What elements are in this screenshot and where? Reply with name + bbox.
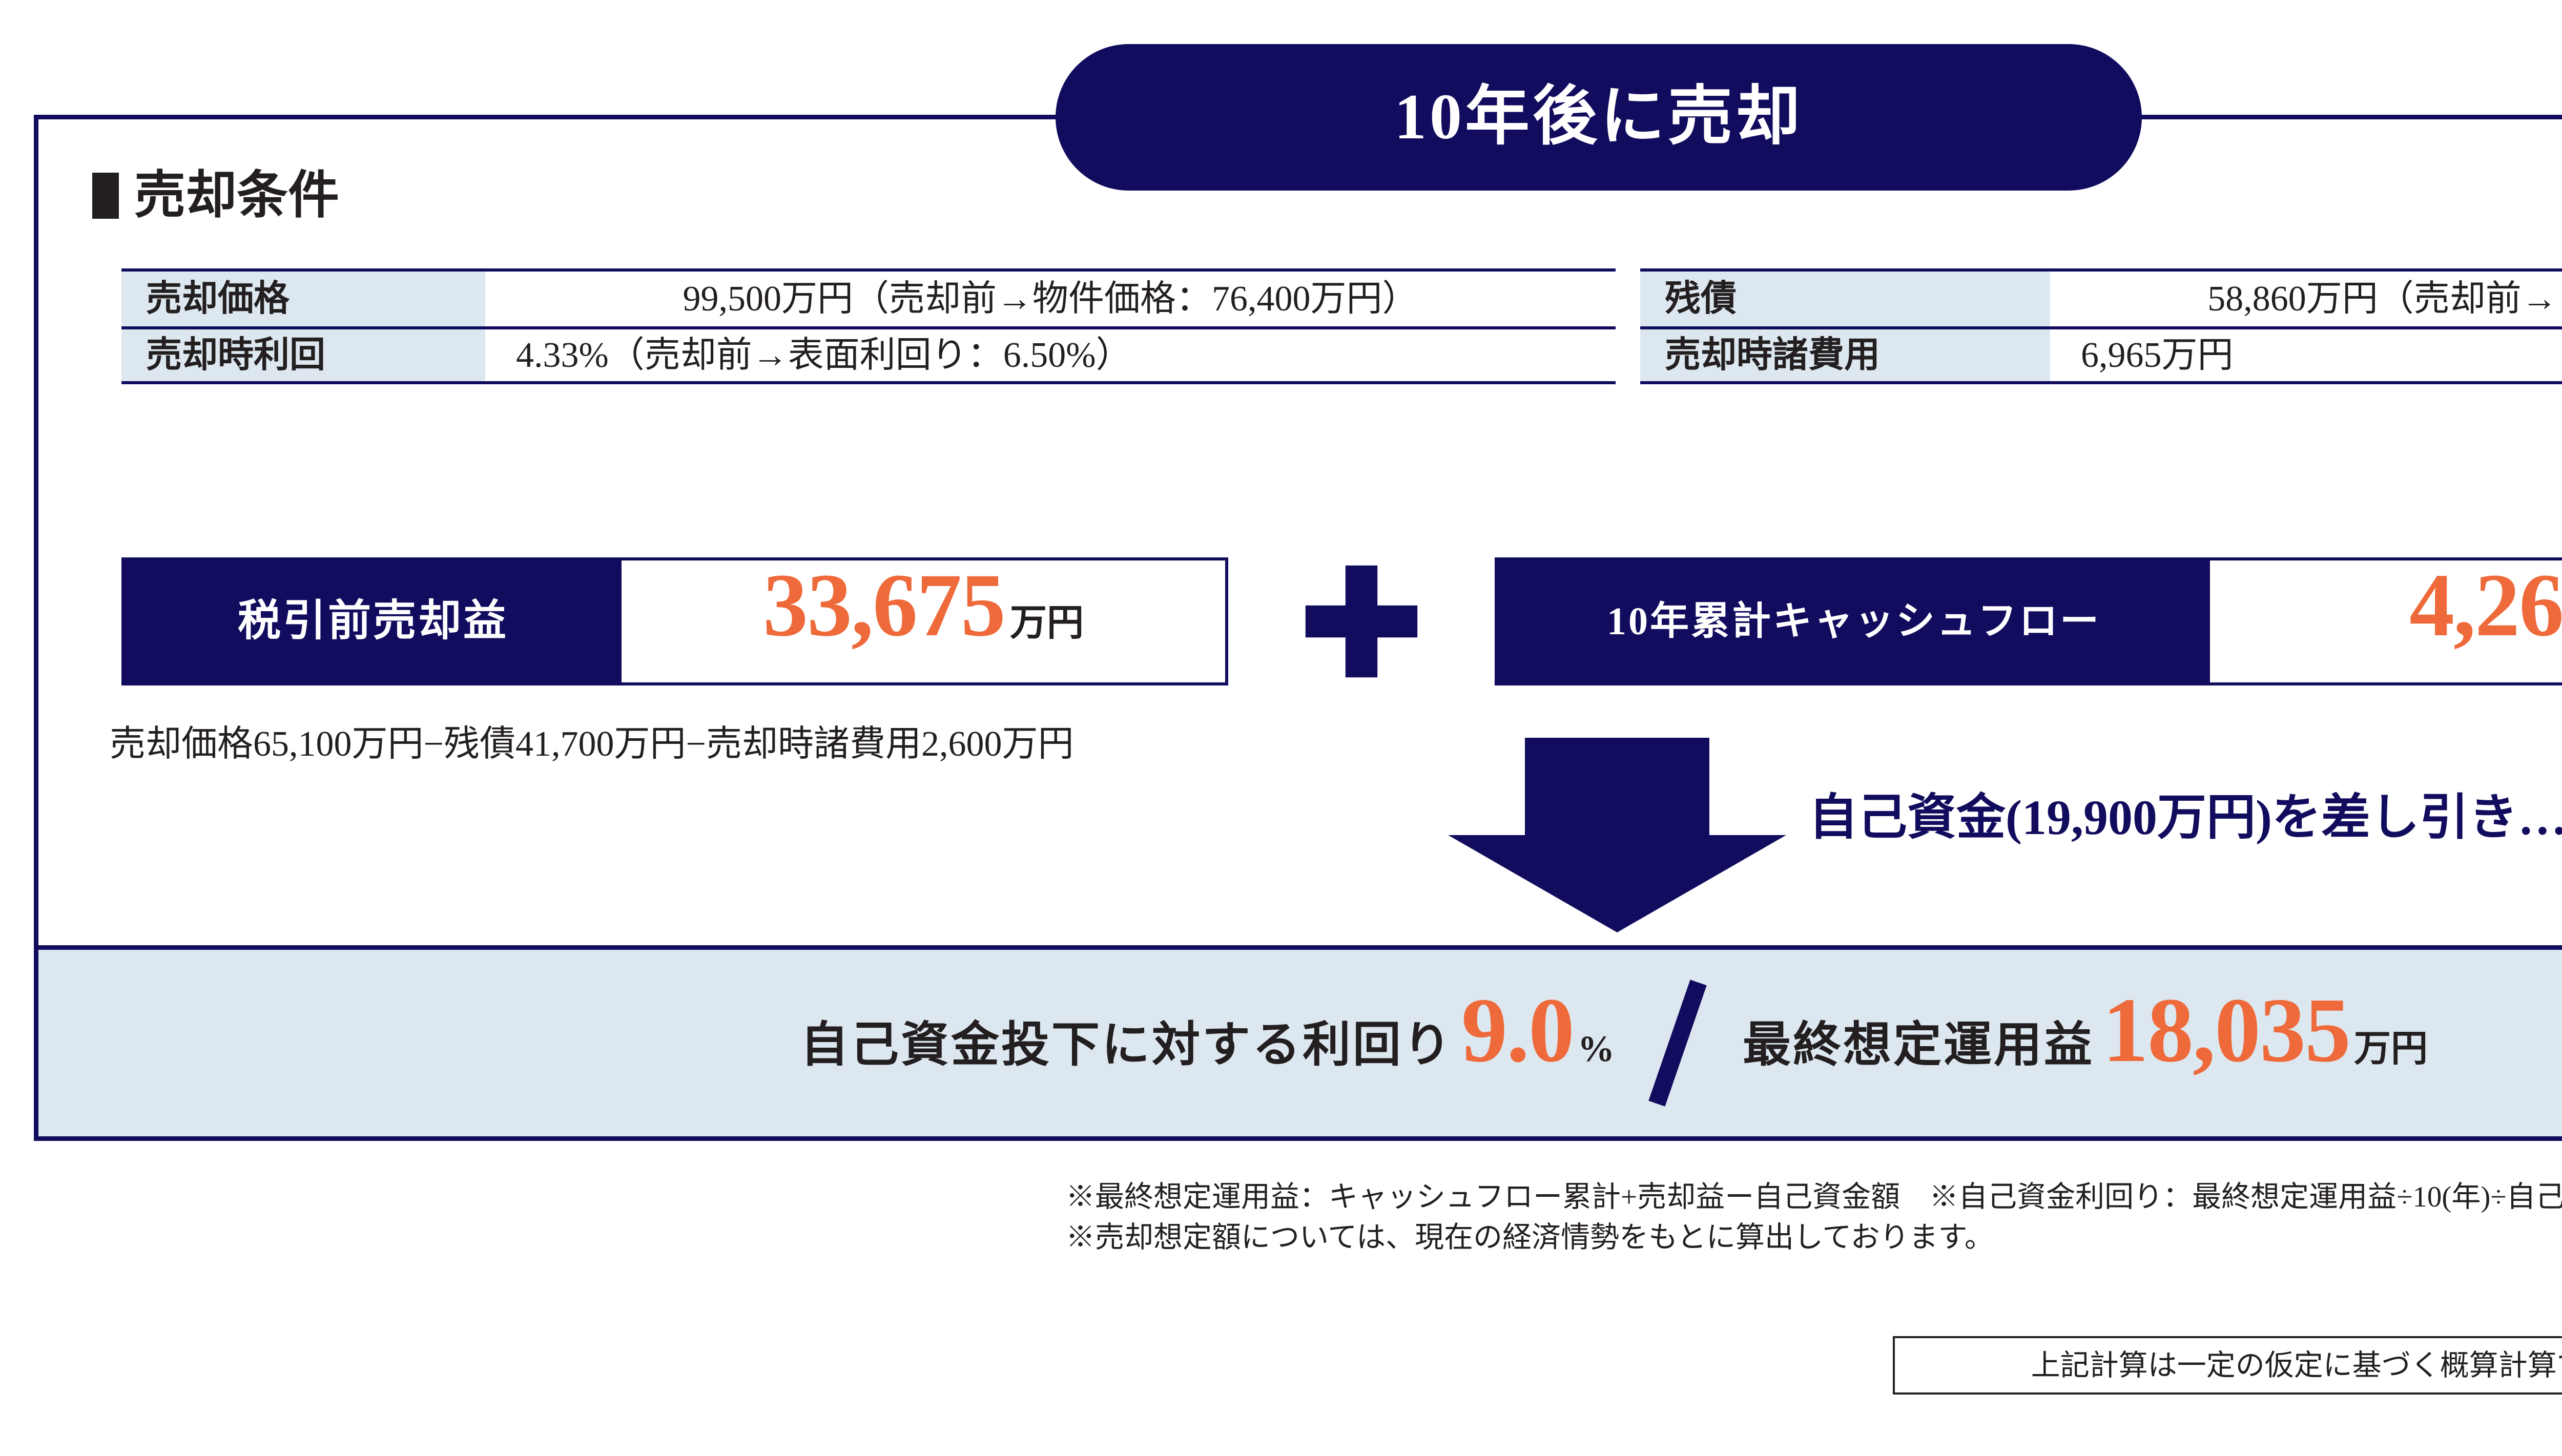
footnotes: ※最終想定運用益：キャッシュフロー累計+売却益ー自己資金額 ※自己資金利回り：最… <box>1066 1177 2562 1258</box>
pretax-sale-profit-label: 税引前売却益 <box>125 560 622 682</box>
section-heading: 売却条件 <box>92 170 339 221</box>
panel-title-pill: 10年後に売却 <box>1056 44 2142 191</box>
disclaimer-text: 上記計算は一定の仮定に基づく概算計算であり、実際の金額とは異なります。 <box>2031 1349 2562 1382</box>
filled-square-icon <box>92 173 119 219</box>
pretax-sale-profit-value: 33,675 万円 <box>622 560 1225 682</box>
ten-year-cashflow-label: 10年累計キャッシュフロー <box>1498 560 2210 682</box>
table-row: 売却時利回 4.33%（売却前→表面利回り：6.50%） <box>121 326 1616 384</box>
highlight-row: 税引前売却益 33,675 万円 10年累計キャッシュフロー 4,260 万円 <box>121 557 2562 685</box>
plus-icon <box>1228 555 1495 688</box>
equity-yield-number: 9.0 <box>1461 979 1575 1081</box>
condition-key: 売却時利回 <box>121 329 485 381</box>
conditions-tables: 売却価格 99,500万円（売却前→物件価格：76,400万円） 売却時利回 4… <box>121 268 2562 384</box>
table-row: 売却時諸費用 6,965万円 <box>1640 326 2562 384</box>
sale-conditions-panel <box>34 115 2562 951</box>
page-title: 10年後に売却 <box>1394 81 1803 153</box>
condition-key: 残債 <box>1640 272 2050 326</box>
equity-yield-unit: % <box>1577 1028 1615 1069</box>
footnote-line-2: ※売却想定額については、現在の経済情勢をもとに算出しております。 <box>1066 1221 1994 1254</box>
ten-year-cashflow-number: 4,260 <box>2409 555 2562 655</box>
pretax-sale-profit-number: 33,675 <box>762 555 1006 655</box>
final-result-bar: 自己資金投下に対する利回り 9.0 % 最終想定運用益 18,035 万円 <box>34 945 2562 1141</box>
final-profit-label: 最終想定運用益 <box>1742 1018 2094 1072</box>
down-arrow-icon <box>1448 738 1786 932</box>
conditions-left-column: 売却価格 99,500万円（売却前→物件価格：76,400万円） 売却時利回 4… <box>121 268 1616 384</box>
condition-key: 売却時諸費用 <box>1640 329 2050 381</box>
final-result-inner: 自己資金投下に対する利回り 9.0 % 最終想定運用益 18,035 万円 <box>800 984 2428 1102</box>
condition-value: 99,500万円（売却前→物件価格：76,400万円） <box>485 272 1616 326</box>
equity-yield-label: 自己資金投下に対する利回り <box>800 1018 1453 1072</box>
ten-year-cashflow-box: 10年累計キャッシュフロー 4,260 万円 <box>1495 557 2562 685</box>
final-profit-unit: 万円 <box>2354 1028 2428 1069</box>
disclaimer-box: 上記計算は一定の仮定に基づく概算計算であり、実際の金額とは異なります。 <box>1893 1336 2562 1395</box>
footnote-line-1: ※最終想定運用益：キャッシュフロー累計+売却益ー自己資金額 ※自己資金利回り：最… <box>1066 1181 2562 1213</box>
final-profit-number: 18,035 <box>2102 979 2351 1081</box>
section-heading-label: 売却条件 <box>134 167 339 224</box>
conditions-right-column: 残債 58,860万円（売却前→ローン総額：89,000万円） 売却時諸費用 6… <box>1640 268 2562 384</box>
condition-value: 6,965万円 <box>2050 329 2562 381</box>
slash-divider-icon <box>1630 984 1727 1102</box>
condition-key: 売却価格 <box>121 272 485 326</box>
pretax-sale-profit-box: 税引前売却益 33,675 万円 <box>121 557 1228 685</box>
table-row: 残債 58,860万円（売却前→ローン総額：89,000万円） <box>1640 268 2562 326</box>
equity-deduction-note: 自己資金(19,900万円)を差し引き… <box>1809 790 2562 845</box>
ten-year-cashflow-value: 4,260 万円 <box>2210 560 2562 682</box>
condition-value: 58,860万円（売却前→ローン総額：89,000万円） <box>2050 272 2562 326</box>
table-row: 売却価格 99,500万円（売却前→物件価格：76,400万円） <box>121 268 1616 326</box>
pretax-sale-profit-unit: 万円 <box>1009 602 1084 643</box>
condition-value: 4.33%（売却前→表面利回り：6.50%） <box>485 329 1616 381</box>
sale-profit-formula: 売却価格65,100万円−残債41,700万円−売却時諸費用2,600万円 <box>110 724 1074 764</box>
